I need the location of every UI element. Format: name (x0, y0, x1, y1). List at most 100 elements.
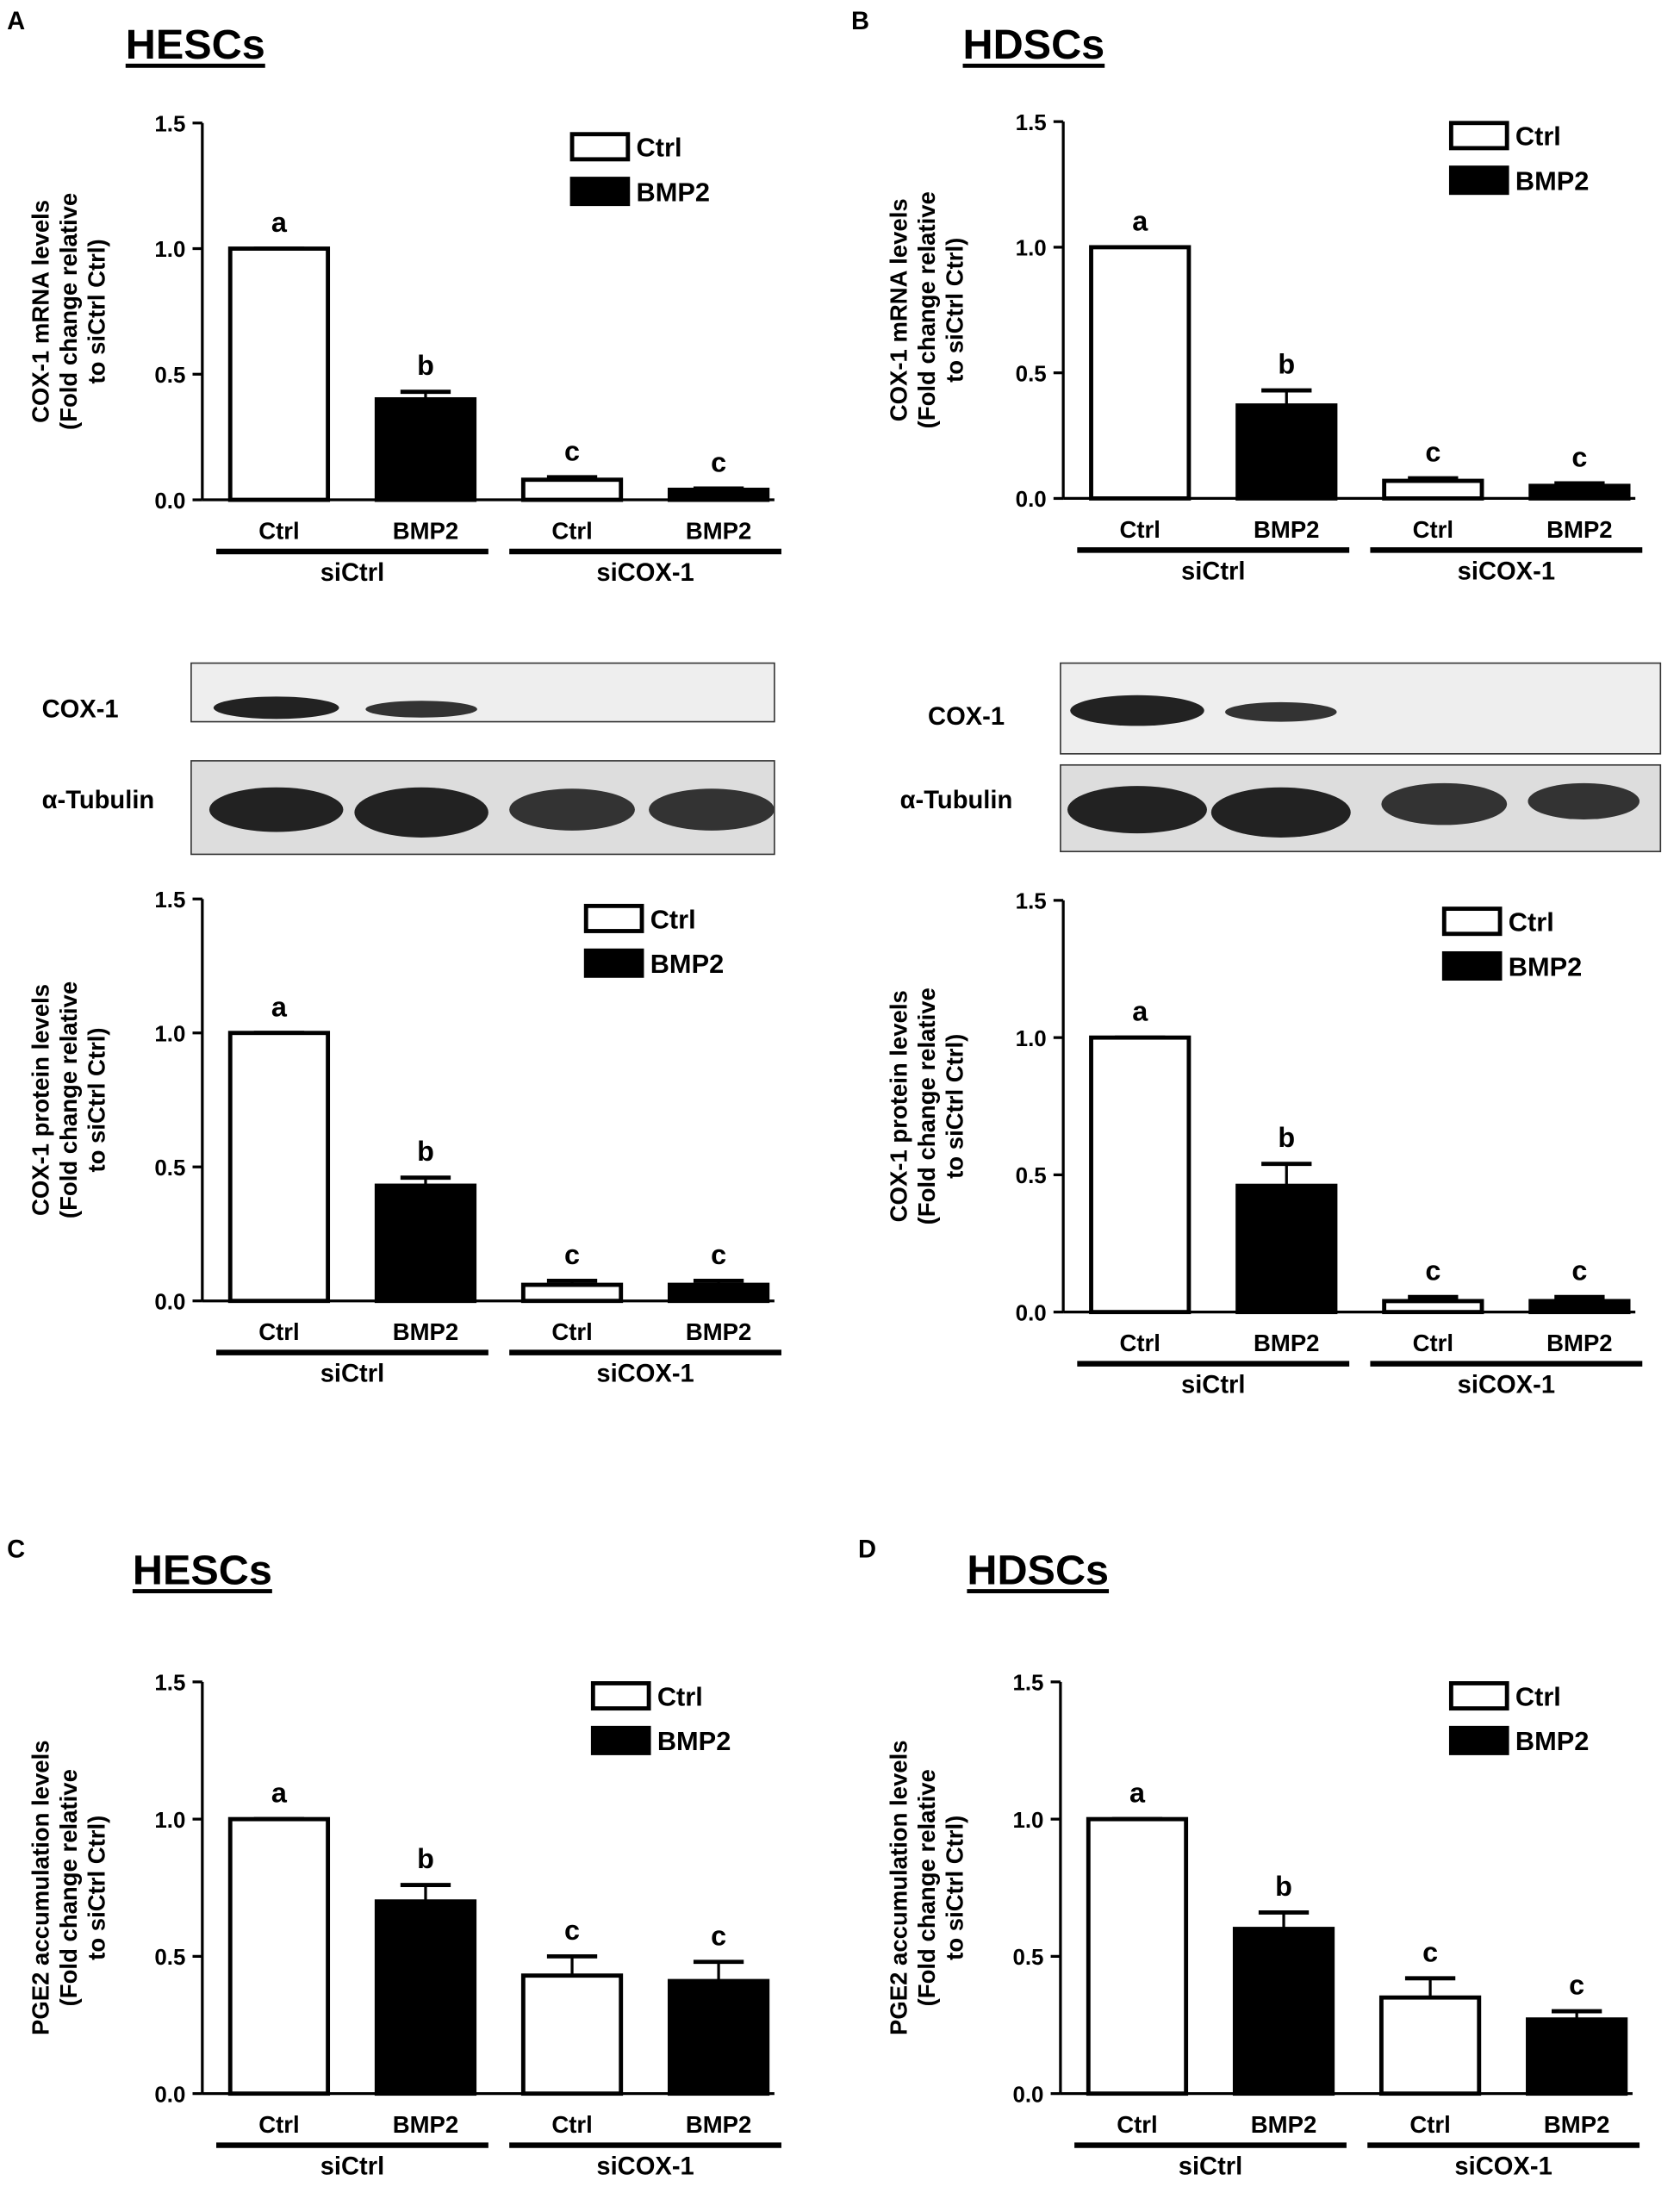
bar (520, 1973, 624, 2096)
bar (1528, 1299, 1631, 1315)
legend-swatch (1441, 950, 1503, 981)
group-label: siCOX-1 (596, 2153, 694, 2181)
annotation: b (1275, 1871, 1292, 1902)
annotation: c (711, 1239, 726, 1270)
x-tick-label: Ctrl (258, 2111, 299, 2138)
blot-label: COX-1 (928, 703, 1005, 731)
y-tick-label: 0.5 (1016, 362, 1047, 386)
x-tick-label: Ctrl (551, 517, 592, 544)
legend-swatch (1448, 165, 1509, 196)
band (213, 696, 339, 720)
x-tick-label: Ctrl (258, 517, 299, 544)
x-tick-label: BMP2 (686, 2111, 751, 2138)
bar (1526, 2017, 1628, 2096)
x-tick-label: Ctrl (1117, 2111, 1157, 2138)
annotation: c (564, 1915, 580, 1946)
x-tick-label: Ctrl (258, 1318, 299, 1345)
legend-label: BMP2 (1515, 165, 1589, 196)
annotation: c (1571, 442, 1587, 473)
band (208, 787, 344, 832)
x-tick-label: BMP2 (1254, 1330, 1319, 1356)
legend-swatch (1448, 1681, 1509, 1711)
y-axis-label: COX-1 mRNA levels (886, 198, 912, 421)
panel-title: HESCs (133, 1547, 272, 1593)
x-tick-label: Ctrl (551, 2111, 592, 2138)
blot-label: α-Tubulin (42, 787, 155, 814)
y-tick-label: 1.0 (1016, 1027, 1047, 1051)
y-axis-label: (Fold change relative (913, 1769, 940, 2006)
x-tick-label: BMP2 (393, 1318, 458, 1345)
annotation: b (1278, 1122, 1295, 1153)
y-tick-label: 1.0 (1012, 1809, 1043, 1833)
bar (667, 1978, 770, 2096)
legend-label: Ctrl (1509, 907, 1554, 938)
annotation: b (417, 1136, 434, 1167)
x-tick-label: BMP2 (1544, 2111, 1609, 2138)
bar (520, 477, 624, 502)
panel-label: A (7, 8, 25, 35)
y-tick-label: 0.0 (154, 489, 185, 514)
band (1381, 782, 1508, 825)
legend-swatch (1441, 906, 1503, 937)
x-tick-label: Ctrl (1413, 516, 1453, 543)
band (509, 788, 635, 831)
y-tick-label: 0.5 (1016, 1164, 1047, 1188)
y-tick-label: 0.0 (154, 1290, 185, 1314)
bar (1382, 1299, 1484, 1315)
y-tick-label: 1.5 (1016, 111, 1047, 135)
bar (1528, 483, 1631, 501)
panel-title: HDSCs (963, 22, 1105, 68)
bar (227, 1031, 331, 1304)
band (1528, 782, 1640, 819)
x-tick-label: Ctrl (1120, 1330, 1160, 1356)
y-tick-label: 1.5 (154, 888, 185, 913)
bar (1235, 403, 1338, 501)
annotation: c (1422, 1936, 1438, 1967)
legend-swatch (583, 948, 644, 978)
bar (1378, 1995, 1482, 2096)
legend-label: BMP2 (650, 949, 724, 979)
legend-label: Ctrl (657, 1681, 703, 1711)
y-tick-label: 1.0 (154, 238, 185, 262)
x-tick-label: Ctrl (1413, 1330, 1453, 1356)
legend-label: Ctrl (650, 904, 696, 934)
legend-swatch (583, 903, 644, 933)
bar (1089, 245, 1192, 501)
annotation: b (417, 1843, 434, 1874)
y-tick-label: 0.0 (154, 2083, 185, 2107)
band (1067, 786, 1207, 834)
y-tick-label: 0.0 (1012, 2083, 1043, 2107)
annotation: c (1425, 1255, 1440, 1287)
blot-b (1060, 662, 1662, 852)
y-tick-label: 1.5 (1012, 1672, 1043, 1696)
panel-label: C (7, 1536, 25, 1564)
annotation: b (417, 350, 434, 381)
y-axis-label: (Fold change relative (913, 987, 940, 1224)
annotation: a (271, 207, 288, 238)
y-tick-label: 0.0 (1016, 1301, 1047, 1325)
y-axis-label: (Fold change relative (55, 193, 82, 430)
group-label: siCtrl (320, 559, 385, 587)
bar (1089, 1035, 1192, 1315)
y-axis-label: COX-1 mRNA levels (28, 200, 54, 423)
legend-label: BMP2 (1515, 1726, 1589, 1756)
blot-label: COX-1 (42, 696, 119, 724)
bar (374, 1899, 477, 2096)
y-tick-label: 0.0 (1016, 488, 1047, 512)
y-tick-label: 0.5 (154, 364, 185, 388)
annotation: a (1132, 205, 1148, 236)
group-label: siCtrl (1181, 1372, 1246, 1399)
y-tick-label: 1.5 (154, 1672, 185, 1696)
y-axis-label: to siCtrl Ctrl) (942, 1816, 968, 1960)
y-axis-label: COX-1 protein levels (28, 984, 54, 1216)
bar (667, 1282, 770, 1304)
group-label: siCOX-1 (1458, 1372, 1555, 1399)
legend-swatch (590, 1725, 651, 1755)
bar (1382, 478, 1484, 501)
legend-label: Ctrl (1515, 121, 1561, 152)
y-axis-label: COX-1 protein levels (886, 990, 912, 1222)
band (365, 701, 477, 718)
annotation: a (271, 1778, 288, 1809)
x-tick-label: BMP2 (1251, 2111, 1316, 2138)
